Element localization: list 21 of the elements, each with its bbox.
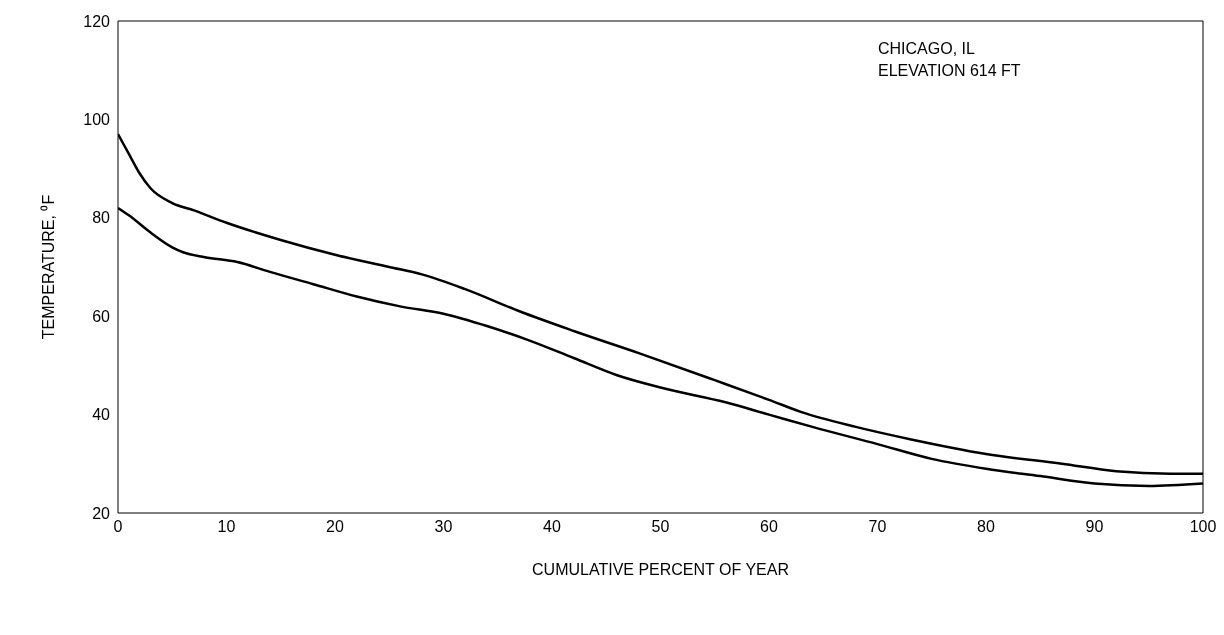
x-axis-title: CUMULATIVE PERCENT OF YEAR [532,561,789,578]
x-tick-label: 90 [1085,518,1104,536]
x-tick-label: 10 [217,518,236,536]
x-tick-label: 70 [868,518,887,536]
y-tick-label: 120 [83,12,111,30]
x-tick-label: 40 [543,518,561,536]
y-tick-label: 20 [92,504,111,522]
x-tick-label: 50 [651,518,670,536]
x-tick-label: 60 [760,518,778,536]
annotation: CHICAGO, IL [878,39,976,59]
y-tick-label: 80 [92,209,111,227]
y-axis-title: TEMPERATURE, ⁰F [39,194,57,340]
x-tick-label: 0 [113,518,123,536]
annotation: ELEVATION 614 FT [878,61,1021,81]
x-tick-label: 30 [434,518,453,536]
y-tick-label: 100 [83,111,111,129]
y-tick-label: 40 [92,406,111,424]
x-tick-label: 20 [326,518,344,536]
x-tick-label: 80 [977,518,995,536]
y-tick-label: 60 [92,307,111,325]
x-tick-label: 100 [1189,518,1217,536]
